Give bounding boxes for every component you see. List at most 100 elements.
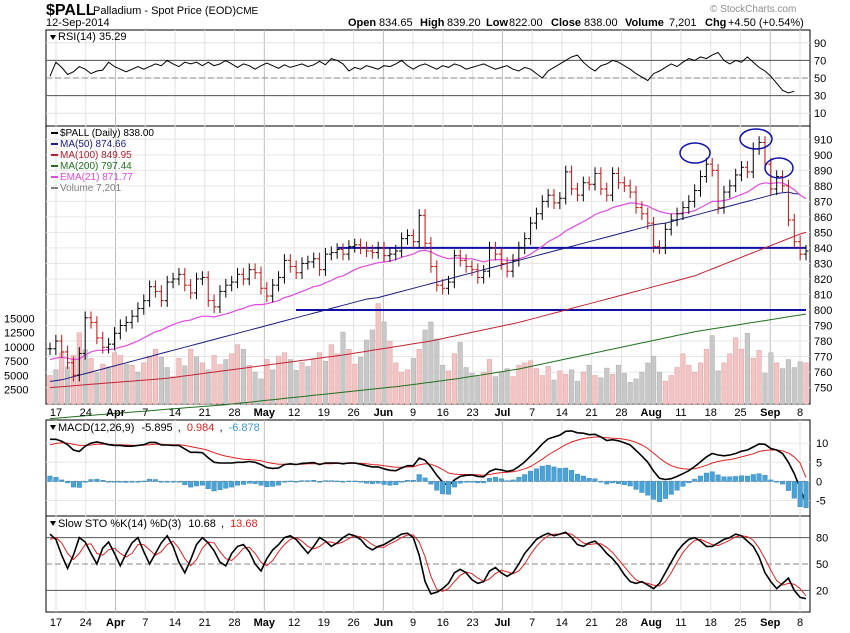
legend-swatch xyxy=(51,154,58,156)
x-tick-label-price: 16 xyxy=(437,407,449,419)
macd-hist-bar xyxy=(70,481,76,488)
volume-bar xyxy=(551,379,557,405)
price-legend-item: MA(50) 874.66 xyxy=(60,139,127,150)
macd-hist-bar xyxy=(522,474,528,482)
high-value: 839.20 xyxy=(447,17,481,29)
macd-hist-bar xyxy=(106,481,112,483)
macd-hist-bar xyxy=(563,467,569,482)
macd-hist-bar xyxy=(299,480,305,482)
volume-bar xyxy=(440,364,446,405)
x-tick-label-price: 28 xyxy=(228,407,240,419)
x-tick-label-sto: 8 xyxy=(797,617,803,629)
macd-histogram xyxy=(47,465,809,508)
macd-hist-bar xyxy=(323,480,329,482)
volume-bar xyxy=(135,371,141,405)
macd-hist-bar xyxy=(492,477,498,482)
macd-hist-bar xyxy=(680,481,686,487)
macd-hist-bar xyxy=(469,481,475,483)
macd-hist-bar xyxy=(53,477,59,482)
chg-value: +4.50 (+0.54%) xyxy=(728,17,804,29)
macd-hist-bar xyxy=(774,481,780,483)
volume-bar xyxy=(586,364,592,405)
macd-hist-bar xyxy=(211,481,217,492)
price-panel-frame xyxy=(45,125,811,405)
macd-hist-bar xyxy=(610,481,616,484)
price-tick-label: 810 xyxy=(814,289,832,301)
rsi-legend-text: RSI(14) 35.29 xyxy=(58,31,126,43)
legend-swatch xyxy=(51,176,58,178)
volume-bar xyxy=(410,358,416,405)
macd-hist-bar xyxy=(451,481,457,488)
volume-tick-label: 10000 xyxy=(4,342,35,354)
volume-tick-label: 2500 xyxy=(4,385,28,397)
volume-bar xyxy=(59,352,65,405)
chg-label: Chg xyxy=(705,17,726,29)
macd-hist-bar xyxy=(147,478,153,482)
volume-bar xyxy=(276,355,282,405)
macd-hist-bar xyxy=(76,481,82,488)
macd-hist-bar xyxy=(94,478,100,482)
macd-hist-bar xyxy=(129,481,135,483)
macd-hist-bar xyxy=(328,480,334,482)
x-tick-label-price: 14 xyxy=(169,407,181,419)
macd-hist-bar xyxy=(651,481,657,500)
macd-hist-bar xyxy=(586,478,592,482)
x-tick-label-price: 18 xyxy=(705,407,717,419)
price-legend-item: EMA(21) 871.77 xyxy=(60,172,133,183)
macd-hist-bar xyxy=(703,472,709,482)
volume-bar xyxy=(709,335,715,405)
macd-hist-bar xyxy=(270,481,276,487)
sto-tick-label: 80 xyxy=(816,533,828,545)
volume-bar xyxy=(774,362,780,405)
macd-hist-bar xyxy=(780,481,786,485)
volume-bar xyxy=(234,344,241,405)
volume-bar xyxy=(94,372,100,405)
volume-bar xyxy=(621,372,627,405)
price-tick-label: 850 xyxy=(814,227,832,239)
volume-bar xyxy=(381,321,387,405)
macd-tick-label: -5 xyxy=(816,496,826,508)
macd-hist-bar xyxy=(715,474,721,482)
rsi-tick-label: 30 xyxy=(814,91,826,103)
rsi-legend: RSI(14) 35.29 xyxy=(50,31,126,43)
volume-bar xyxy=(129,364,135,405)
volume-bar xyxy=(170,376,176,405)
volume-bar xyxy=(223,359,229,405)
volume-bar xyxy=(152,348,159,405)
macd-hist-bar xyxy=(598,481,604,483)
exchange-label: CME xyxy=(236,6,259,17)
volume-tick-label: 5000 xyxy=(4,370,28,382)
volume-bar xyxy=(486,359,493,405)
macd-hist-bar xyxy=(111,481,117,483)
ma50-line xyxy=(49,191,801,382)
volume-bar xyxy=(715,370,721,405)
rsi-tick-label: 50 xyxy=(814,73,826,85)
open-label: Open xyxy=(348,17,376,29)
macd-hist-bar xyxy=(182,481,188,485)
rsi-tick-label: 10 xyxy=(814,108,826,120)
x-tick-label-sto: 28 xyxy=(228,617,240,629)
macd-hist-bar xyxy=(258,481,264,486)
volume-bar xyxy=(328,344,334,405)
price-legend-item: Volume 7,201 xyxy=(60,183,122,194)
macd-hist-bar xyxy=(422,477,428,482)
x-tick-label-price: 26 xyxy=(347,407,359,419)
macd-hist-bar xyxy=(768,479,774,482)
volume-bar xyxy=(47,375,53,405)
volume-bar xyxy=(674,367,680,405)
volume-bar xyxy=(533,368,539,405)
macd-hist-bar xyxy=(47,475,53,482)
x-tick-label-price: 25 xyxy=(734,407,746,419)
volume-bar xyxy=(539,375,545,405)
macd-hist-bar xyxy=(428,481,434,485)
macd-hist-bar xyxy=(446,481,452,495)
low-label: Low xyxy=(486,17,508,29)
macd-hist-bar xyxy=(516,477,522,482)
x-tick-label-price: 21 xyxy=(586,407,598,419)
volume-bar xyxy=(346,348,352,405)
macd-hist-bar xyxy=(311,480,317,482)
macd-hist-bar xyxy=(645,481,651,496)
volume-bar xyxy=(569,369,575,405)
macd-hist-bar xyxy=(510,479,516,482)
volume-bar xyxy=(656,371,663,405)
